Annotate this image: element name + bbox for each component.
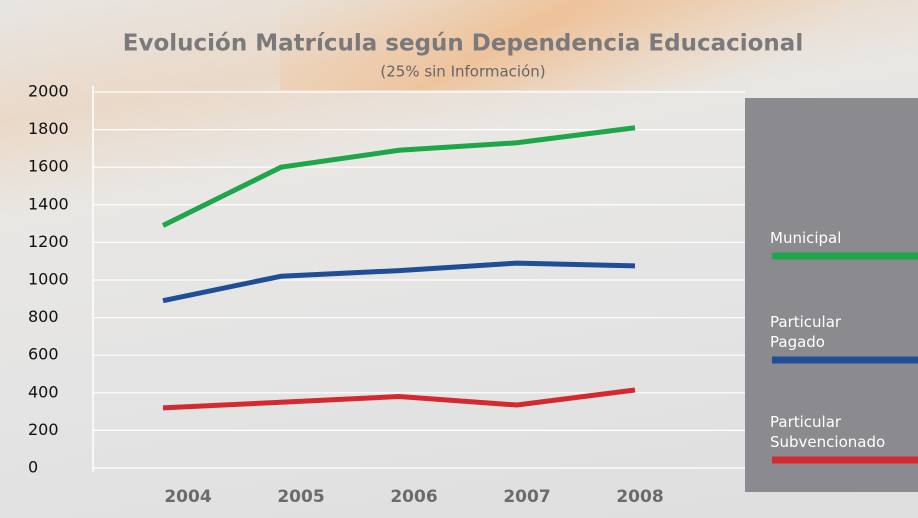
x-tick-label: 2005	[277, 487, 324, 507]
series-line	[162, 387, 636, 411]
y-tick-label: 1400	[28, 194, 69, 213]
y-tick-label: 0	[28, 458, 38, 477]
chart-subtitle: (25% sin Información)	[380, 63, 545, 81]
legend-label: Municipal	[770, 229, 842, 247]
legend-panel	[745, 98, 918, 492]
y-tick-label: 2000	[28, 82, 69, 101]
background-glow	[280, 0, 840, 90]
y-tick-label: 1200	[28, 232, 69, 251]
y-tick-label: 1600	[28, 157, 69, 176]
series-line	[162, 260, 636, 304]
y-tick-label: 200	[28, 420, 59, 439]
y-tick-label: 1000	[28, 270, 69, 289]
legend-label: Particular Pagado	[770, 313, 842, 351]
y-tick-label: 800	[28, 307, 59, 326]
legend-label: Particular Subvencionado	[770, 413, 886, 451]
chart-title: Evolución Matrícula según Dependencia Ed…	[123, 31, 803, 57]
x-tick-label: 2007	[503, 487, 550, 507]
x-tick-label: 2008	[616, 487, 663, 507]
y-tick-label: 400	[28, 382, 59, 401]
y-tick-label: 1800	[28, 119, 69, 138]
y-tick-label: 600	[28, 345, 59, 364]
x-tick-label: 2006	[390, 487, 437, 507]
series-line	[161, 125, 636, 228]
x-tick-label: 2004	[164, 487, 211, 507]
